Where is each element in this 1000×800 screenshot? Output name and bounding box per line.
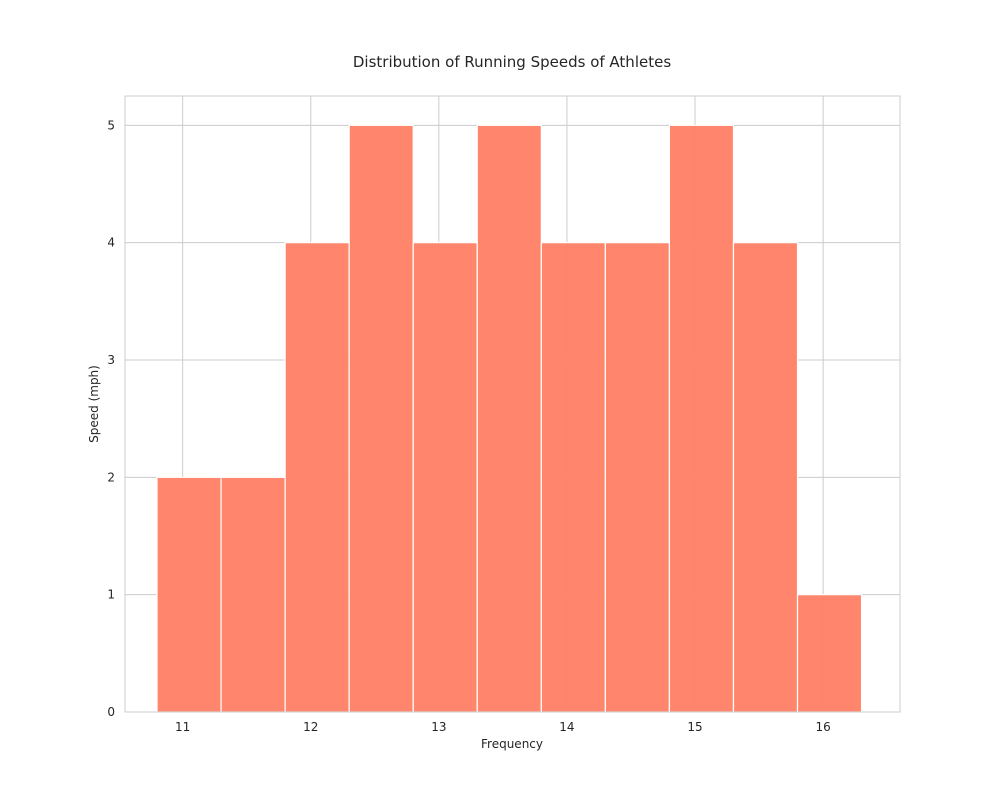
histogram-bar-5	[412, 242, 478, 713]
y-axis-label: Speed (mph)	[87, 365, 101, 443]
x-tick-label: 13	[431, 720, 446, 734]
x-tick-label: 14	[559, 720, 574, 734]
x-tick-label: 15	[687, 720, 702, 734]
histogram-bar-1	[156, 476, 222, 713]
x-tick-label: 16	[815, 720, 830, 734]
histogram-bar-10	[732, 242, 799, 713]
histogram-bar-2	[220, 476, 286, 713]
y-tick-label: 5	[107, 118, 115, 132]
bars	[156, 124, 863, 713]
histogram-bar-7	[540, 242, 606, 713]
plot-frame	[124, 95, 901, 713]
y-tick-label: 2	[107, 470, 115, 484]
y-tick-label: 1	[107, 588, 115, 602]
histogram-bar-6	[476, 124, 542, 713]
histogram-bar-4	[348, 124, 414, 713]
x-tick-labels: 11 12 13 14 15 16	[175, 720, 831, 734]
y-tick-labels: 0 1 2 3 4 5	[107, 118, 115, 719]
x-axis-label: Frequency	[481, 737, 543, 751]
chart-title: Distribution of Running Speeds of Athlet…	[353, 53, 671, 71]
histogram-bar-9	[668, 124, 735, 713]
y-tick-label: 3	[107, 353, 115, 367]
x-tick-label: 11	[175, 720, 190, 734]
histogram-bar-8	[604, 242, 671, 713]
y-tick-label: 0	[107, 705, 115, 719]
histogram-bar-3	[284, 242, 350, 713]
histogram-bar-11	[796, 594, 863, 713]
y-tick-label: 4	[107, 236, 115, 250]
x-tick-label: 12	[303, 720, 318, 734]
